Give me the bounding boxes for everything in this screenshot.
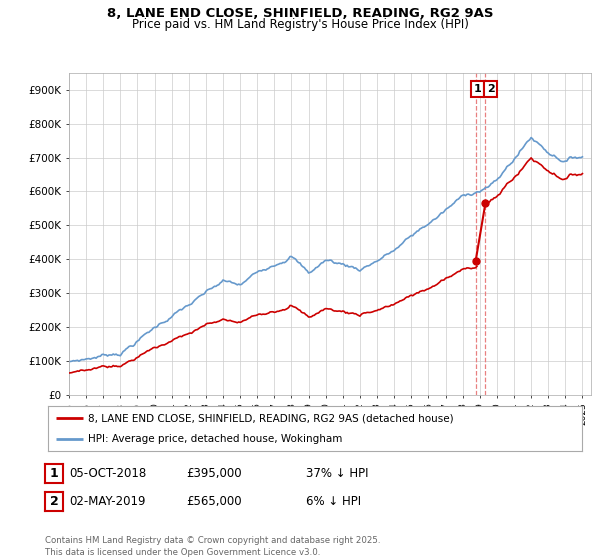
Text: 1: 1 bbox=[473, 84, 481, 94]
Text: 37% ↓ HPI: 37% ↓ HPI bbox=[306, 466, 368, 480]
Text: 6% ↓ HPI: 6% ↓ HPI bbox=[306, 494, 361, 508]
Text: 1: 1 bbox=[50, 466, 58, 480]
Text: 2: 2 bbox=[50, 494, 58, 508]
Text: 8, LANE END CLOSE, SHINFIELD, READING, RG2 9AS: 8, LANE END CLOSE, SHINFIELD, READING, R… bbox=[107, 7, 493, 20]
Text: £565,000: £565,000 bbox=[186, 494, 242, 508]
Text: HPI: Average price, detached house, Wokingham: HPI: Average price, detached house, Woki… bbox=[88, 433, 343, 444]
Text: 05-OCT-2018: 05-OCT-2018 bbox=[69, 466, 146, 480]
Text: 2: 2 bbox=[487, 84, 494, 94]
Text: Contains HM Land Registry data © Crown copyright and database right 2025.
This d: Contains HM Land Registry data © Crown c… bbox=[45, 536, 380, 557]
Text: £395,000: £395,000 bbox=[186, 466, 242, 480]
Text: 8, LANE END CLOSE, SHINFIELD, READING, RG2 9AS (detached house): 8, LANE END CLOSE, SHINFIELD, READING, R… bbox=[88, 413, 454, 423]
Text: 02-MAY-2019: 02-MAY-2019 bbox=[69, 494, 146, 508]
Text: Price paid vs. HM Land Registry's House Price Index (HPI): Price paid vs. HM Land Registry's House … bbox=[131, 18, 469, 31]
